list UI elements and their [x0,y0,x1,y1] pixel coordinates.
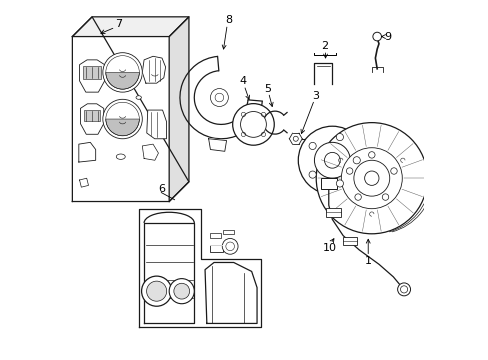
Ellipse shape [136,96,141,99]
Text: 7: 7 [115,19,122,29]
Circle shape [341,148,402,209]
Text: 1: 1 [364,256,371,266]
Bar [223,230,233,234]
Polygon shape [84,110,100,121]
Bar [325,208,340,217]
Polygon shape [79,142,96,162]
Polygon shape [169,17,188,202]
Wedge shape [105,119,139,136]
Circle shape [169,279,194,304]
Polygon shape [142,144,158,160]
Polygon shape [80,104,103,134]
Bar [320,178,336,189]
Bar [210,233,221,238]
Wedge shape [105,72,139,89]
Circle shape [368,152,374,158]
Text: 8: 8 [224,15,231,26]
Circle shape [298,126,366,194]
Circle shape [364,171,378,185]
Circle shape [346,168,352,174]
Circle shape [146,281,166,301]
Circle shape [174,283,189,299]
Text: 10: 10 [322,243,336,253]
Ellipse shape [116,154,125,159]
Circle shape [314,142,349,178]
Text: 9: 9 [384,32,391,41]
Circle shape [232,104,274,145]
Polygon shape [144,223,194,323]
Polygon shape [80,60,104,92]
Polygon shape [208,139,226,151]
Circle shape [324,152,340,168]
Polygon shape [83,66,101,78]
Polygon shape [72,17,188,202]
Polygon shape [139,209,260,327]
Text: 6: 6 [158,184,164,194]
Circle shape [222,238,238,254]
Bar [210,244,223,252]
Polygon shape [80,178,88,187]
Bar [343,237,357,245]
Circle shape [142,276,171,306]
Text: 5: 5 [264,84,271,94]
Circle shape [308,171,316,178]
Text: 3: 3 [311,91,318,101]
Circle shape [240,112,266,137]
Polygon shape [72,17,188,37]
Circle shape [352,157,360,164]
Circle shape [316,123,427,234]
Circle shape [102,53,142,92]
Circle shape [336,134,343,141]
Circle shape [308,142,316,149]
Circle shape [102,99,142,139]
Text: 2: 2 [321,41,328,50]
Polygon shape [146,110,166,139]
Circle shape [336,180,343,187]
Circle shape [382,194,388,200]
Polygon shape [142,56,165,83]
Circle shape [397,283,410,296]
Circle shape [293,136,298,141]
Polygon shape [204,262,257,323]
Circle shape [372,32,381,41]
Circle shape [353,160,389,196]
Circle shape [390,168,396,174]
Bar [210,244,223,246]
Circle shape [354,194,361,200]
Text: 4: 4 [240,76,246,86]
